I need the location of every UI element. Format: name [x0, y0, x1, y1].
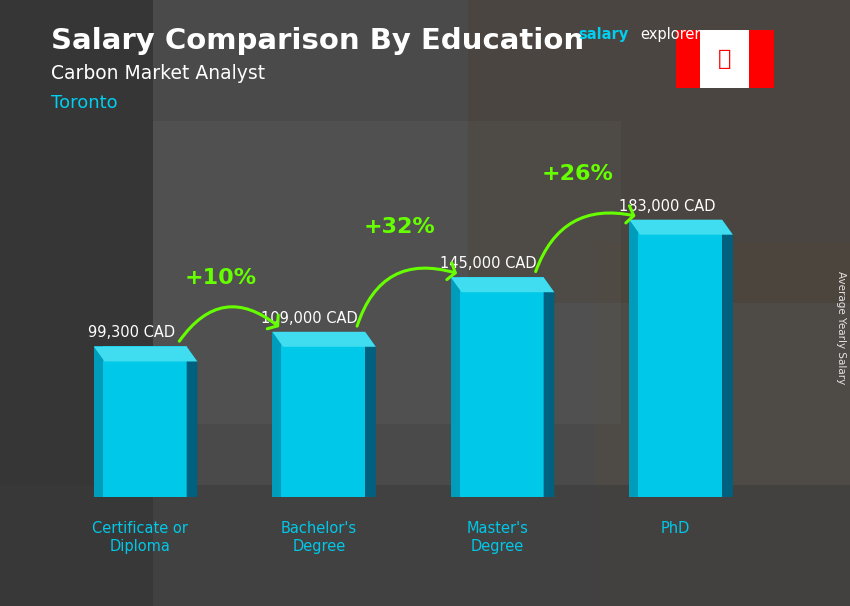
FancyArrowPatch shape [536, 206, 634, 271]
Text: PhD: PhD [661, 521, 690, 536]
Text: Master's
Degree: Master's Degree [467, 521, 528, 553]
Polygon shape [450, 278, 544, 497]
Polygon shape [722, 220, 733, 512]
Polygon shape [450, 278, 460, 497]
Text: 109,000 CAD: 109,000 CAD [262, 311, 358, 325]
Polygon shape [272, 331, 376, 347]
Polygon shape [629, 220, 722, 497]
Bar [676, 30, 700, 88]
Bar [0, 0, 153, 606]
Bar [0, 485, 850, 606]
Polygon shape [544, 278, 554, 512]
Polygon shape [94, 347, 197, 361]
Polygon shape [272, 331, 281, 497]
Polygon shape [272, 331, 366, 497]
Bar [749, 30, 774, 88]
Text: Bachelor's
Degree: Bachelor's Degree [280, 521, 357, 553]
Polygon shape [366, 331, 376, 512]
Text: Certificate or
Diploma: Certificate or Diploma [93, 521, 188, 553]
Text: Salary Comparison By Education: Salary Comparison By Education [51, 27, 584, 55]
Text: Toronto: Toronto [51, 94, 117, 112]
Bar [595, 242, 850, 606]
Text: Carbon Market Analyst: Carbon Market Analyst [51, 64, 265, 82]
Text: +32%: +32% [363, 218, 435, 238]
Text: Average Yearly Salary: Average Yearly Salary [836, 271, 846, 384]
Text: +10%: +10% [184, 268, 257, 288]
Polygon shape [187, 347, 197, 512]
Text: salary: salary [578, 27, 628, 42]
Bar [153, 121, 620, 424]
Text: explorer.com: explorer.com [640, 27, 735, 42]
Text: 183,000 CAD: 183,000 CAD [619, 199, 715, 214]
FancyArrowPatch shape [357, 263, 456, 326]
Text: 145,000 CAD: 145,000 CAD [440, 256, 536, 271]
Text: 99,300 CAD: 99,300 CAD [88, 325, 175, 341]
Polygon shape [450, 278, 554, 292]
Polygon shape [629, 220, 638, 497]
Polygon shape [629, 220, 733, 235]
FancyArrowPatch shape [179, 307, 278, 341]
Text: +26%: +26% [541, 164, 614, 184]
Bar [468, 0, 850, 303]
Text: 🍁: 🍁 [718, 49, 731, 69]
Polygon shape [94, 347, 103, 497]
Polygon shape [94, 347, 187, 497]
